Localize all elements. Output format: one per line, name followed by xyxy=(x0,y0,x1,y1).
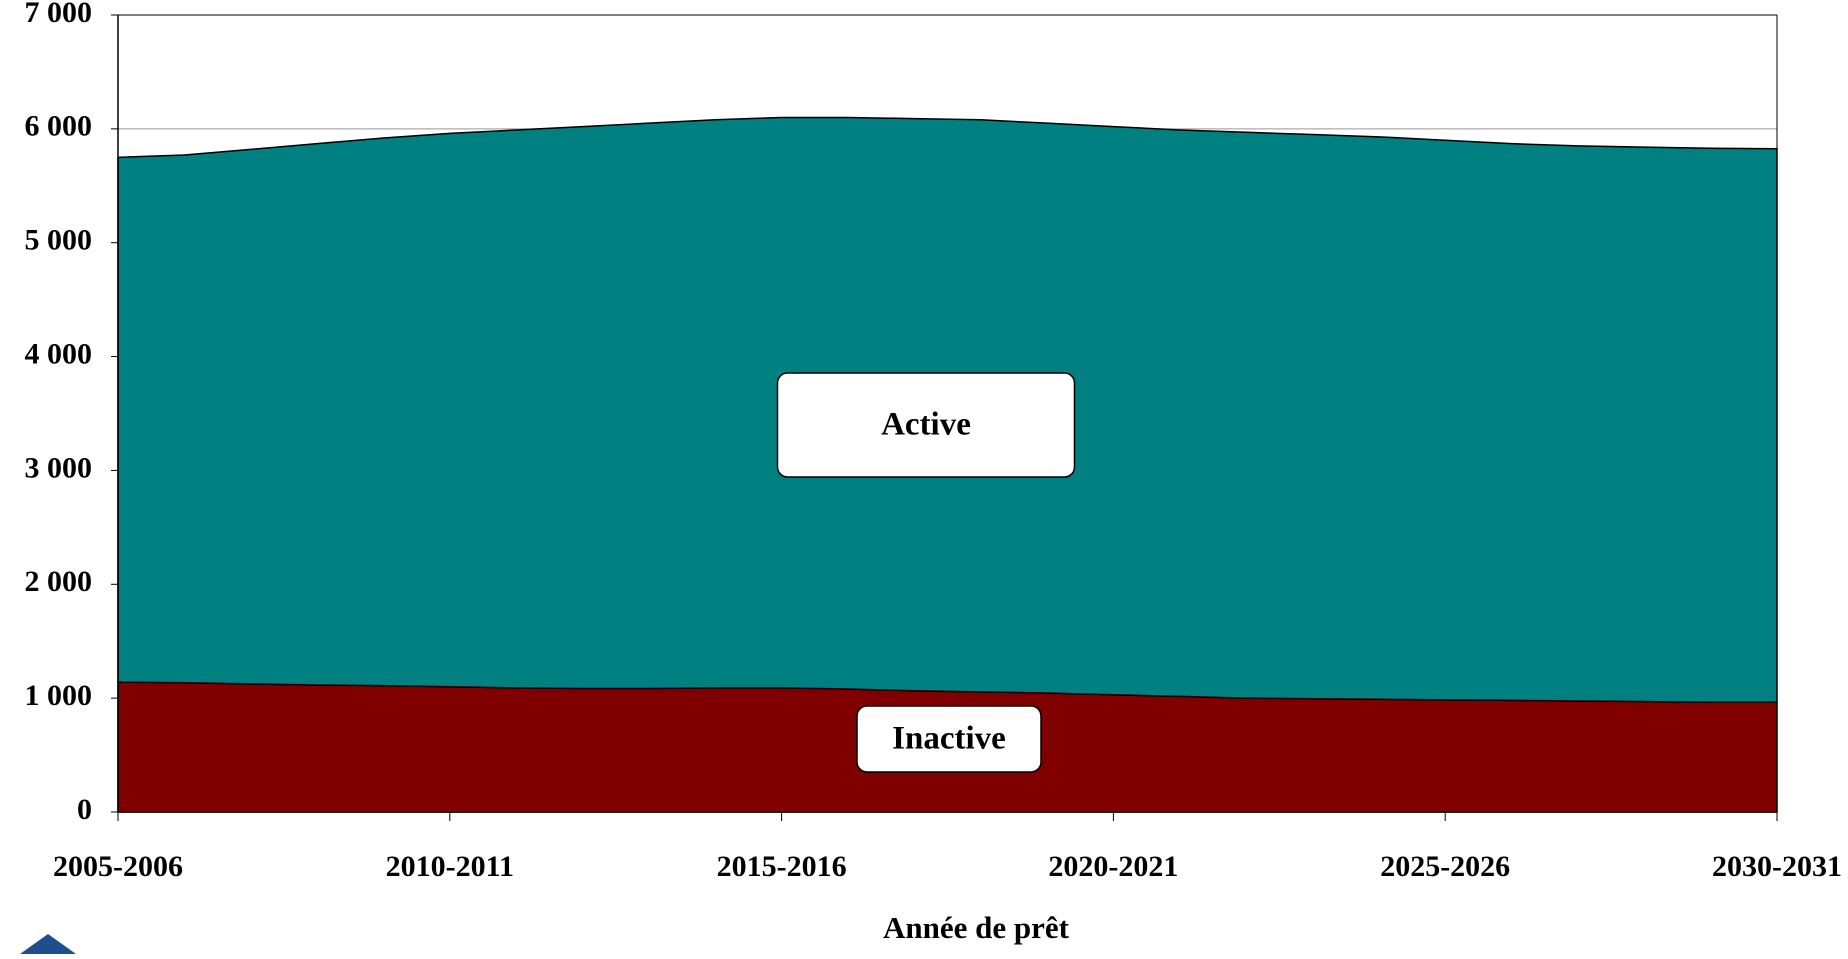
x-axis-label: Année de prêt xyxy=(883,910,1070,945)
x-tick-label: 2025-2026 xyxy=(1380,850,1510,883)
y-tick-label: 6 000 xyxy=(25,110,93,143)
x-tick-label: 2010-2011 xyxy=(386,850,514,883)
areas: Inactive Active xyxy=(117,116,1778,813)
series-label-box xyxy=(776,372,1076,478)
series-label-box xyxy=(856,705,1042,773)
y-tick-label: 7 000 xyxy=(25,0,93,29)
y-tick-label: 3 000 xyxy=(25,451,93,484)
x-tick-label: 2020-2021 xyxy=(1048,850,1178,883)
logo xyxy=(20,934,76,954)
y-tick-label: 2 000 xyxy=(25,565,93,598)
y-tick-label: 0 xyxy=(77,793,92,826)
series-label: Active xyxy=(881,407,971,443)
logo-mark xyxy=(20,934,76,954)
series-label: Inactive xyxy=(892,721,1006,757)
y-tick-label: 5 000 xyxy=(25,224,93,257)
axes: 0 1 000 2 000 3 000 4 000 5 000 6 000 7 000 2005… xyxy=(25,0,1843,883)
x-tick-label: 2015-2016 xyxy=(717,850,847,883)
y-tick-label: 1 000 xyxy=(25,679,93,712)
x-tick-label: 2005-2006 xyxy=(53,850,183,883)
y-tick-label: 4 000 xyxy=(25,337,93,370)
x-tick-label: 2030-2031 xyxy=(1712,850,1842,883)
